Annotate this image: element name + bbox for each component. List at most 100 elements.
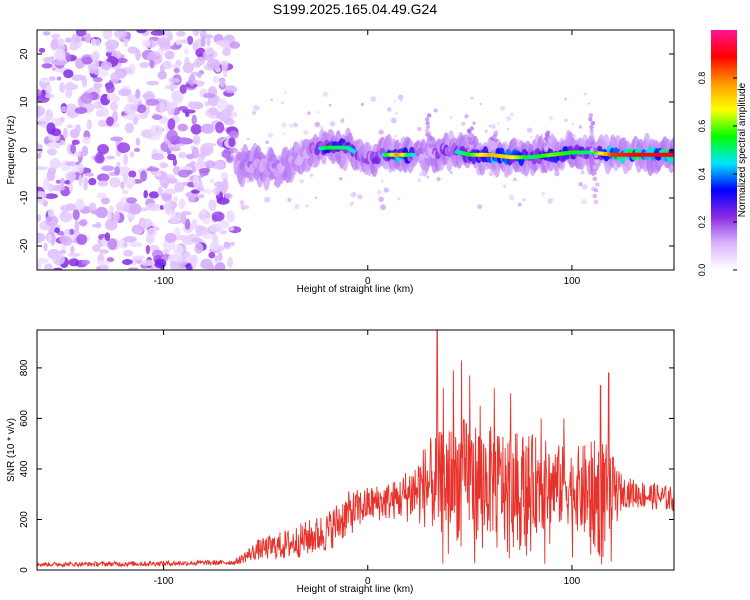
heatmap-noise-blob xyxy=(192,79,197,84)
heatmap-noise-blob xyxy=(135,49,141,61)
heatmap-scatter-dot xyxy=(293,122,298,128)
heatmap-noise-blob xyxy=(84,33,92,44)
heatmap-scatter-dot xyxy=(312,165,315,168)
spectrogram-y-tick-label: -10 xyxy=(19,190,30,205)
heatmap-noise-blob xyxy=(197,186,205,192)
snr-y-tick-label: 200 xyxy=(19,511,30,528)
heatmap-band-peak xyxy=(671,152,674,157)
heatmap-noise-blob xyxy=(56,76,62,81)
heatmap-noise-blob xyxy=(192,61,202,68)
snr-x-tick-label: 100 xyxy=(564,576,581,587)
heatmap-noise-blob xyxy=(148,244,160,251)
heatmap-noise-blob xyxy=(93,101,102,109)
heatmap-noise-blob xyxy=(164,50,175,60)
heatmap-noise-blob xyxy=(169,216,180,224)
heatmap-scatter-dot xyxy=(239,200,245,206)
heatmap-noise-blob xyxy=(106,257,115,263)
heatmap-noise-blob xyxy=(74,124,81,134)
heatmap-scatter-dot xyxy=(322,91,329,97)
heatmap-scatter-dot xyxy=(281,122,287,128)
heatmap-streak-dot xyxy=(469,126,474,131)
heatmap-scatter-dot xyxy=(294,204,300,210)
heatmap-noise-blob xyxy=(192,41,198,51)
heatmap-noise-blob xyxy=(123,236,137,243)
figure-title: S199.2025.165.04.49.G24 xyxy=(273,1,437,17)
heatmap-scatter-dot xyxy=(449,171,453,175)
heatmap-noise-blob xyxy=(180,213,187,225)
heatmap-scatter-dot xyxy=(426,175,430,179)
heatmap-noise-blob xyxy=(136,104,147,114)
heatmap-scatter-dot xyxy=(265,140,270,145)
heatmap-noise-blob xyxy=(123,241,128,248)
heatmap-noise-blob xyxy=(203,92,216,99)
heatmap-noise-blob xyxy=(129,151,134,158)
heatmap-scatter-dot xyxy=(341,117,344,120)
heatmap-streak-dot xyxy=(424,117,430,122)
heatmap-noise-blob xyxy=(170,212,176,218)
heatmap-noise-blob xyxy=(125,122,134,134)
heatmap-noise-blob xyxy=(209,242,220,251)
heatmap-noise-blob xyxy=(229,130,238,138)
heatmap-noise-blob xyxy=(229,41,241,49)
heatmap-scatter-dot xyxy=(417,126,422,132)
heatmap-noise-blob xyxy=(47,167,57,175)
heatmap-noise-blob xyxy=(159,175,170,188)
heatmap-streak-dot xyxy=(595,182,600,187)
heatmap-noise-blob xyxy=(105,39,119,50)
heatmap-noise-blob xyxy=(135,88,141,99)
heatmap-streak-dot xyxy=(493,138,498,143)
heatmap-noise-blob xyxy=(175,38,183,46)
heatmap-scatter-dot xyxy=(399,99,403,103)
heatmap-streak-dot xyxy=(592,165,597,170)
heatmap-streak-dot xyxy=(592,176,597,181)
heatmap-noise-blob xyxy=(223,118,235,126)
heatmap-noise-blob xyxy=(190,124,202,135)
heatmap-streak-dot xyxy=(590,120,596,126)
heatmap-noise-blob xyxy=(45,109,54,121)
heatmap-noise-blob xyxy=(47,183,55,192)
heatmap-scatter-dot xyxy=(251,110,256,115)
heatmap-streak-dot xyxy=(427,113,432,118)
heatmap-noise-blob xyxy=(146,167,160,172)
heatmap-noise-blob xyxy=(201,208,208,215)
heatmap-noise-blob xyxy=(143,190,148,199)
heatmap-scatter-dot xyxy=(484,129,488,133)
heatmap-scatter-dot xyxy=(397,94,404,100)
heatmap-scatter-dot xyxy=(377,189,382,195)
heatmap-noise-blob xyxy=(116,57,128,64)
heatmap-noise-blob xyxy=(178,169,190,178)
snr-y-tick-label: 800 xyxy=(19,359,30,376)
heatmap-scatter-dot xyxy=(488,170,495,177)
heatmap-noise-blob xyxy=(157,186,164,196)
heatmap-streak-dot xyxy=(428,140,434,145)
heatmap-noise-blob xyxy=(212,75,220,84)
heatmap-noise-blob xyxy=(208,107,218,116)
spectrogram-y-tick-label: 0 xyxy=(19,147,30,153)
heatmap-noise-blob xyxy=(102,30,113,40)
heatmap-noise-blob xyxy=(83,177,89,187)
heatmap-noise-blob xyxy=(178,137,189,144)
heatmap-scatter-dot xyxy=(461,121,466,126)
heatmap-noise-blob xyxy=(180,39,188,44)
heatmap-scatter-dot xyxy=(491,124,496,130)
heatmap-noise-blob xyxy=(90,209,105,215)
snr-y-tick-label: 600 xyxy=(19,410,30,427)
heatmap-noise-blob xyxy=(46,141,60,149)
heatmap-streak-dot xyxy=(593,147,598,153)
heatmap-noise-blob xyxy=(75,30,87,37)
heatmap-streak-dot xyxy=(593,199,599,204)
heatmap-noise-blob xyxy=(84,172,95,177)
heatmap-streak-dot xyxy=(425,132,430,137)
heatmap-noise-blob xyxy=(81,136,91,145)
heatmap-noise-blob xyxy=(145,202,159,211)
heatmap-noise-blob xyxy=(182,62,194,74)
colorbar-tick-label: 0.6 xyxy=(697,120,707,133)
heatmap-scatter-dot xyxy=(580,170,585,175)
heatmap-noise-blob xyxy=(191,114,197,126)
spectrogram-y-tick-label: -20 xyxy=(19,238,30,253)
heatmap-noise-blob xyxy=(114,30,128,39)
heatmap-noise-blob xyxy=(208,251,216,259)
colorbar: 0.0 0.2 0.4 0.6 0.8 Normalized spectral ampl… xyxy=(697,30,748,276)
heatmap-noise-blob xyxy=(43,242,48,252)
